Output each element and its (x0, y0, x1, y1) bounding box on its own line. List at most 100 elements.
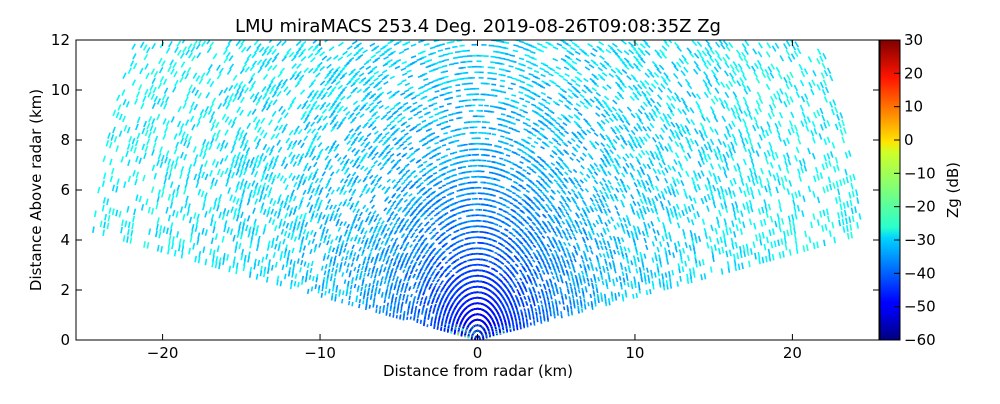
reflectivity-cell (780, 252, 781, 258)
reflectivity-cell (531, 304, 532, 307)
reflectivity-cell (456, 96, 461, 97)
reflectivity-cell (544, 316, 545, 319)
reflectivity-cell (451, 80, 456, 81)
reflectivity-cell (513, 45, 518, 46)
reflectivity-cell (497, 266, 500, 267)
reflectivity-cell (501, 233, 504, 234)
reflectivity-cell (498, 130, 502, 131)
reflectivity-cell (490, 234, 493, 235)
reflectivity-cell (447, 87, 452, 88)
reflectivity-cell (547, 313, 548, 316)
reflectivity-cell (512, 78, 517, 79)
reflectivity-cell (500, 58, 505, 59)
reflectivity-cell (500, 86, 505, 87)
reflectivity-cell (495, 63, 500, 64)
reflectivity-cell (817, 242, 818, 248)
reflectivity-cell (494, 218, 497, 219)
reflectivity-cell (500, 80, 505, 81)
reflectivity-cell (584, 299, 585, 303)
reflectivity-cell (650, 289, 651, 294)
reflectivity-cell (493, 51, 498, 52)
reflectivity-cell (759, 258, 760, 264)
reflectivity-cell (501, 47, 506, 48)
reflectivity-cell (500, 192, 504, 193)
reflectivity-cell (494, 46, 499, 47)
reflectivity-cell (447, 42, 452, 43)
reflectivity-cell (528, 308, 529, 311)
reflectivity-cell (496, 202, 500, 203)
reflectivity-cell (486, 216, 489, 217)
reflectivity-cell (506, 207, 509, 208)
reflectivity-cell (506, 155, 510, 156)
reflectivity-cell (613, 279, 614, 283)
chart-title: LMU miraMACS 253.4 Deg. 2019-08-26T09:08… (235, 16, 721, 37)
reflectivity-cell (524, 308, 525, 311)
reflectivity-cell (495, 57, 500, 58)
reflectivity-cell (564, 307, 565, 311)
reflectivity-cell (547, 297, 548, 300)
reflectivity-cell (547, 316, 548, 319)
reflectivity-cell (509, 66, 514, 67)
reflectivity-cell (824, 240, 825, 246)
reflectivity-cell (534, 320, 535, 323)
reflectivity-cell (449, 64, 454, 65)
reflectivity-cell (667, 280, 668, 285)
reflectivity-cell (555, 299, 556, 302)
reflectivity-cell (453, 58, 458, 59)
reflectivity-cell (536, 312, 537, 315)
reflectivity-cell (636, 293, 637, 298)
reflectivity-cell (509, 128, 513, 129)
reflectivity-cell (762, 257, 763, 263)
reflectivity-cell (488, 261, 491, 262)
reflectivity-cell (565, 294, 566, 298)
reflectivity-cell (575, 287, 576, 291)
reflectivity-cell (711, 267, 712, 273)
reflectivity-cell (459, 101, 464, 102)
reflectivity-cell (571, 306, 572, 310)
reflectivity-cell (499, 158, 503, 159)
reflectivity-cell (487, 227, 490, 228)
reflectivity-cell (455, 52, 460, 53)
reflectivity-cell (551, 296, 552, 299)
reflectivity-cell (621, 282, 622, 287)
reflectivity-cell (561, 311, 562, 315)
reflectivity-cell (672, 270, 673, 275)
reflectivity-cell (494, 253, 497, 254)
reflectivity-cell (464, 194, 468, 195)
reflectivity-cell (491, 162, 495, 163)
reflectivity-cell (552, 301, 553, 304)
reflectivity-cell (609, 298, 610, 302)
reflectivity-cell (499, 226, 502, 227)
reflectivity-cell (496, 41, 501, 42)
reflectivity-cell (491, 268, 494, 269)
reflectivity-cell (546, 309, 547, 312)
reflectivity-cell (851, 232, 852, 238)
reflectivity-cell (615, 293, 616, 297)
reflectivity-cell (558, 312, 559, 315)
reflectivity-cell (510, 55, 515, 56)
reflectivity-cell (766, 256, 767, 262)
reflectivity-cell (505, 138, 509, 139)
reflectivity-cell (593, 290, 594, 294)
reflectivity-cell (504, 160, 508, 161)
reflectivity-cell (541, 318, 542, 321)
reflectivity-cell (491, 90, 496, 91)
reflectivity-cell (579, 290, 580, 294)
reflectivity-cell (465, 239, 468, 240)
reflectivity-cell (497, 214, 500, 215)
reflectivity-cell (467, 260, 470, 261)
reflectivity-cell (548, 300, 549, 303)
reflectivity-cell (504, 104, 509, 105)
reflectivity-cell (652, 281, 653, 286)
reflectivity-cell (571, 310, 572, 314)
reflectivity-cell (501, 114, 506, 115)
reflectivity-cell (466, 249, 469, 250)
reflectivity-cell (459, 68, 464, 69)
reflectivity-cell (563, 301, 564, 305)
reflectivity-cell (507, 116, 512, 117)
reflectivity-cell (494, 258, 497, 259)
reflectivity-cell (562, 296, 563, 299)
reflectivity-cell (457, 146, 461, 147)
reflectivity-cell (591, 301, 592, 305)
reflectivity-cell (499, 198, 503, 199)
